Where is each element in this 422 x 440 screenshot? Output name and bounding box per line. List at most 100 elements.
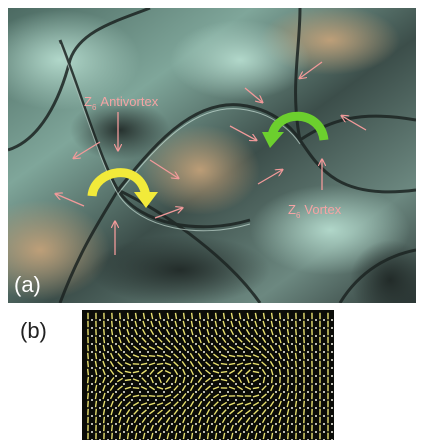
director-dash bbox=[192, 313, 193, 319]
lattice-dot bbox=[155, 415, 157, 417]
lattice-dot bbox=[123, 351, 125, 353]
lattice-dot bbox=[291, 375, 293, 377]
lattice-dot bbox=[171, 375, 173, 377]
lattice-dot bbox=[243, 327, 245, 329]
director-dash bbox=[304, 401, 305, 407]
lattice-dot bbox=[131, 431, 133, 433]
lattice-dot bbox=[251, 383, 253, 385]
lattice-dot bbox=[139, 423, 141, 425]
director-dash bbox=[112, 425, 113, 431]
lattice-dot bbox=[163, 399, 165, 401]
lattice-dot bbox=[115, 319, 117, 321]
lattice-dot bbox=[171, 383, 173, 385]
lattice-dot bbox=[179, 351, 181, 353]
director-dash bbox=[88, 361, 89, 367]
lattice-dot bbox=[291, 391, 293, 393]
lattice-dot bbox=[179, 359, 181, 361]
lattice-dot bbox=[291, 343, 293, 345]
lattice-dot bbox=[251, 407, 253, 409]
director-dash bbox=[104, 329, 105, 335]
lattice-dot bbox=[315, 359, 317, 361]
lattice-dot bbox=[123, 359, 125, 361]
director-dash bbox=[88, 377, 89, 383]
lattice-dot bbox=[299, 351, 301, 353]
director-dash bbox=[296, 393, 297, 399]
lattice-dot bbox=[219, 351, 221, 353]
lattice-dot bbox=[235, 319, 237, 321]
lattice-dot bbox=[99, 431, 101, 433]
director-dash bbox=[112, 321, 113, 327]
page: {"panels": [ {"label": "(a)", "annotatio… bbox=[0, 0, 422, 440]
lattice-dot bbox=[163, 335, 165, 337]
lattice-dot bbox=[267, 423, 269, 425]
lattice-dot bbox=[251, 319, 253, 321]
lattice-dot bbox=[187, 415, 189, 417]
lattice-dot bbox=[219, 319, 221, 321]
lattice-dot bbox=[139, 399, 141, 401]
lattice-dot bbox=[307, 351, 309, 353]
lattice-dot bbox=[323, 359, 325, 361]
lattice-dot bbox=[331, 335, 333, 337]
lattice-dot bbox=[211, 351, 213, 353]
lattice-dot bbox=[251, 423, 253, 425]
lattice-dot bbox=[171, 391, 173, 393]
lattice-dot bbox=[123, 383, 125, 385]
lattice-dot bbox=[331, 391, 333, 393]
lattice-dot bbox=[147, 359, 149, 361]
lattice-dot bbox=[227, 423, 229, 425]
lattice-dot bbox=[243, 415, 245, 417]
lattice-dot bbox=[259, 335, 261, 337]
lattice-dot bbox=[315, 351, 317, 353]
lattice-dot bbox=[91, 319, 93, 321]
lattice-dot bbox=[275, 343, 277, 345]
director-dash bbox=[104, 337, 105, 343]
director-dash bbox=[136, 313, 137, 319]
lattice-dot bbox=[291, 407, 293, 409]
lattice-dot bbox=[211, 335, 213, 337]
lattice-dot bbox=[91, 383, 93, 385]
label-subscript: 6 bbox=[296, 211, 301, 220]
lattice-dot bbox=[91, 327, 93, 329]
director-dash bbox=[216, 313, 217, 319]
lattice-dot bbox=[179, 399, 181, 401]
lattice-dot bbox=[115, 391, 117, 393]
lattice-dot bbox=[243, 399, 245, 401]
lattice-dot bbox=[259, 407, 261, 409]
lattice-dot bbox=[275, 351, 277, 353]
lattice-dot bbox=[275, 415, 277, 417]
lattice-dot bbox=[283, 367, 285, 369]
lattice-dot bbox=[323, 423, 325, 425]
lattice-dot bbox=[283, 375, 285, 377]
lattice-dot bbox=[243, 407, 245, 409]
director-dash bbox=[296, 425, 297, 431]
lattice-dot bbox=[163, 327, 165, 329]
lattice-dot bbox=[299, 375, 301, 377]
lattice-dot bbox=[283, 431, 285, 433]
lattice-dot bbox=[179, 335, 181, 337]
lattice-dot bbox=[179, 391, 181, 393]
lattice-dot bbox=[283, 423, 285, 425]
lattice-dot bbox=[91, 335, 93, 337]
lattice-dot bbox=[283, 391, 285, 393]
lattice-dot bbox=[307, 359, 309, 361]
director-dash bbox=[96, 337, 97, 343]
lattice-dot bbox=[291, 431, 293, 433]
director-dash bbox=[133, 388, 139, 389]
lattice-dot bbox=[171, 343, 173, 345]
lattice-dot bbox=[155, 383, 157, 385]
lattice-dot bbox=[91, 351, 93, 353]
lattice-dot bbox=[219, 423, 221, 425]
lattice-dot bbox=[187, 407, 189, 409]
lattice-dot bbox=[187, 431, 189, 433]
lattice-dot bbox=[131, 375, 133, 377]
lattice-dot bbox=[155, 407, 157, 409]
lattice-dot bbox=[251, 351, 253, 353]
lattice-dot bbox=[163, 351, 165, 353]
lattice-dot bbox=[307, 415, 309, 417]
lattice-dot bbox=[331, 319, 333, 321]
lattice-dot bbox=[107, 407, 109, 409]
lattice-dot bbox=[299, 335, 301, 337]
lattice-dot bbox=[139, 367, 141, 369]
lattice-dot bbox=[299, 415, 301, 417]
lattice-dot bbox=[227, 335, 229, 337]
